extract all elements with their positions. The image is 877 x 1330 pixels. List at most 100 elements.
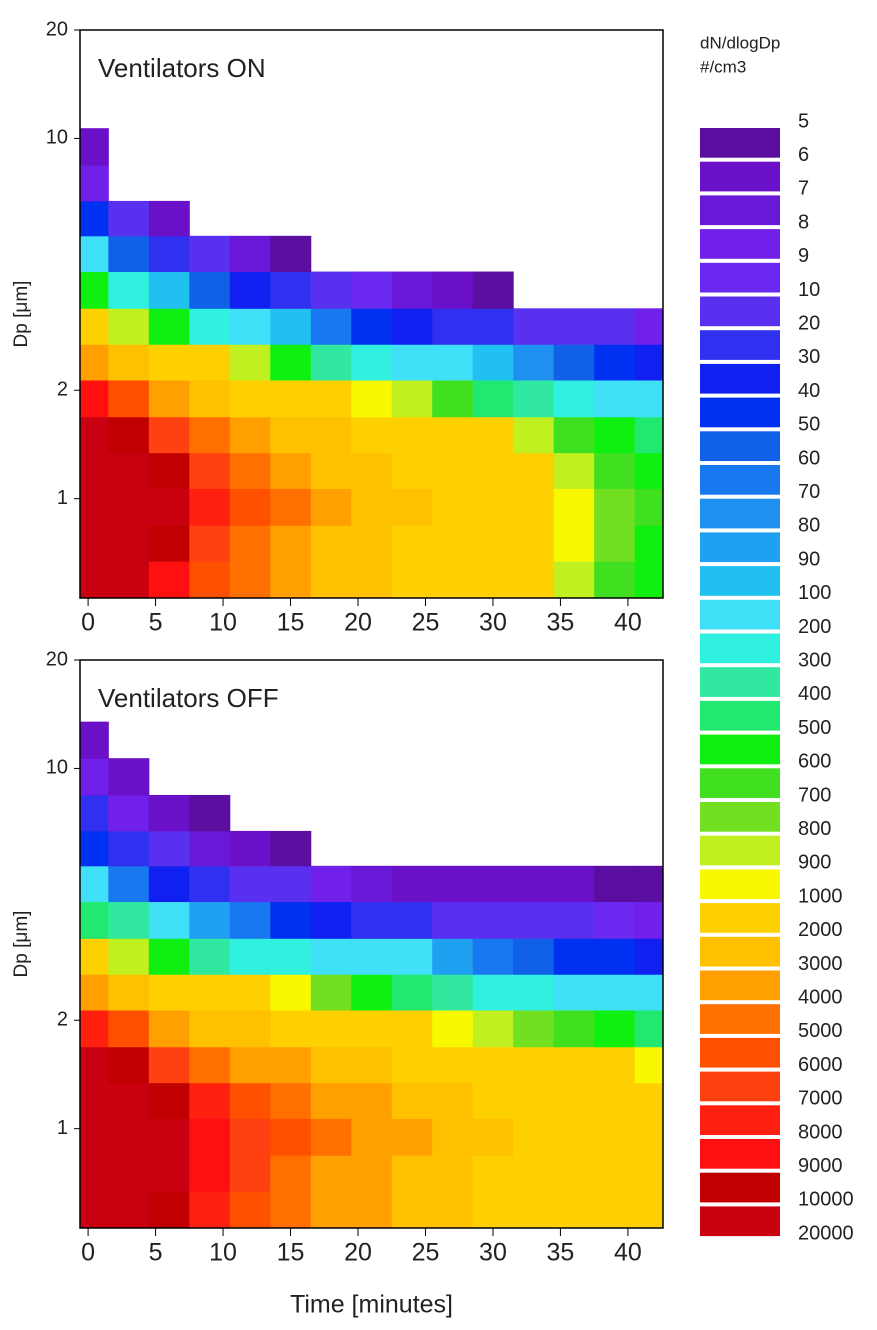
heatmap-cell — [148, 1009, 190, 1048]
heatmap-cell — [472, 865, 514, 903]
heatmap-cell — [80, 721, 109, 759]
x-tick-label: 15 — [277, 1239, 305, 1267]
heatmap-cell — [80, 128, 109, 166]
heatmap-cell — [391, 344, 433, 381]
y-tick-label: 10 — [46, 757, 68, 779]
heatmap-cell — [634, 416, 663, 454]
heatmap-cell — [80, 488, 109, 526]
heatmap-cell — [594, 1046, 636, 1084]
colorbar-label: 5 — [798, 110, 809, 132]
heatmap-cell — [310, 379, 352, 418]
heatmap-cell — [229, 235, 271, 273]
heatmap-cell — [148, 1082, 190, 1119]
heatmap-cell — [634, 308, 663, 345]
heatmap-cell — [229, 308, 271, 345]
heatmap-cell — [80, 561, 109, 598]
heatmap-cell — [472, 974, 514, 1011]
heatmap-cell — [594, 416, 636, 454]
heatmap-cell — [80, 1082, 109, 1119]
heatmap-cell — [108, 794, 150, 832]
heatmap-cell — [351, 865, 393, 903]
heatmap-cell — [189, 794, 231, 832]
heatmap-cell — [189, 1191, 231, 1228]
heatmap-cell — [108, 344, 150, 381]
heatmap-cell — [391, 1155, 433, 1192]
heatmap-cells — [80, 128, 663, 598]
heatmap-cell — [189, 901, 231, 939]
heatmap-cell — [108, 452, 150, 489]
heatmap-cell — [472, 344, 514, 381]
colorbar-label: 20000 — [798, 1222, 854, 1244]
heatmap-cell — [634, 1118, 663, 1156]
heatmap-cell — [472, 271, 514, 309]
heatmap-cell — [80, 938, 109, 975]
heatmap-cell — [351, 379, 393, 418]
heatmap-cells — [80, 721, 663, 1228]
heatmap-cell — [391, 865, 433, 903]
colorbar-swatch — [700, 498, 780, 529]
x-tick-label: 20 — [344, 609, 372, 637]
heatmap-cell — [432, 1155, 474, 1192]
heatmap-cell — [270, 488, 312, 526]
heatmap-cell — [148, 488, 190, 526]
heatmap-cell — [553, 1191, 595, 1228]
heatmap-cell — [270, 830, 312, 867]
heatmap-cell — [80, 525, 109, 562]
heatmap-cell — [270, 561, 312, 598]
heatmap-cell — [108, 758, 150, 796]
heatmap-cell — [432, 1082, 474, 1119]
heatmap-cell — [634, 1155, 663, 1192]
heatmap-cell — [80, 200, 109, 237]
heatmap-cell — [229, 974, 271, 1011]
x-tick-label: 0 — [81, 609, 95, 637]
heatmap-cell — [553, 452, 595, 489]
heatmap-cell — [80, 1155, 109, 1192]
heatmap-cell — [270, 1046, 312, 1084]
heatmap-cell — [229, 1118, 271, 1156]
heatmap-cell — [148, 416, 190, 454]
heatmap-cell — [148, 344, 190, 381]
heatmap-cell — [148, 235, 190, 273]
heatmap-cell — [229, 416, 271, 454]
heatmap-cell — [553, 1155, 595, 1192]
heatmap-cell — [513, 344, 555, 381]
heatmap-cell — [310, 1118, 352, 1156]
heatmap-cell — [351, 561, 393, 598]
heatmap-cell — [553, 974, 595, 1011]
heatmap-cell — [513, 938, 555, 975]
heatmap-cell — [148, 308, 190, 345]
colorbar-swatch — [700, 802, 780, 832]
colorbar-label: 20 — [798, 312, 820, 334]
heatmap-cell — [310, 1046, 352, 1084]
heatmap-cell — [108, 830, 150, 867]
colorbar-swatch — [700, 262, 780, 293]
y-tick-label: 20 — [46, 18, 68, 40]
heatmap-cell — [351, 1009, 393, 1048]
heatmap-cell — [391, 1046, 433, 1084]
heatmap-cell — [432, 308, 474, 345]
x-tick-label: 40 — [614, 1239, 642, 1267]
heatmap-cell — [391, 308, 433, 345]
heatmap-cell — [270, 379, 312, 418]
heatmap-cell — [148, 271, 190, 309]
heatmap-cell — [148, 1191, 190, 1228]
heatmap-cell — [634, 1191, 663, 1228]
heatmap-cell — [391, 452, 433, 489]
colorbar-label: 60 — [798, 447, 820, 469]
heatmap-cell — [229, 344, 271, 381]
heatmap-cell — [513, 901, 555, 939]
heatmap-cell — [310, 416, 352, 454]
heatmap-cell — [472, 1082, 514, 1119]
heatmap-cell — [513, 452, 555, 489]
heatmap-cell — [513, 1191, 555, 1228]
heatmap-cell — [351, 525, 393, 562]
colorbar-swatch — [700, 1071, 780, 1102]
heatmap-cell — [80, 865, 109, 903]
colorbar-label: 900 — [798, 852, 831, 874]
heatmap-cell — [594, 938, 636, 975]
heatmap-cell — [553, 308, 595, 345]
heatmap-cell — [553, 938, 595, 975]
heatmap-cell — [189, 1009, 231, 1048]
heatmap-cell — [594, 452, 636, 489]
colorbar-label: 800 — [798, 818, 831, 840]
